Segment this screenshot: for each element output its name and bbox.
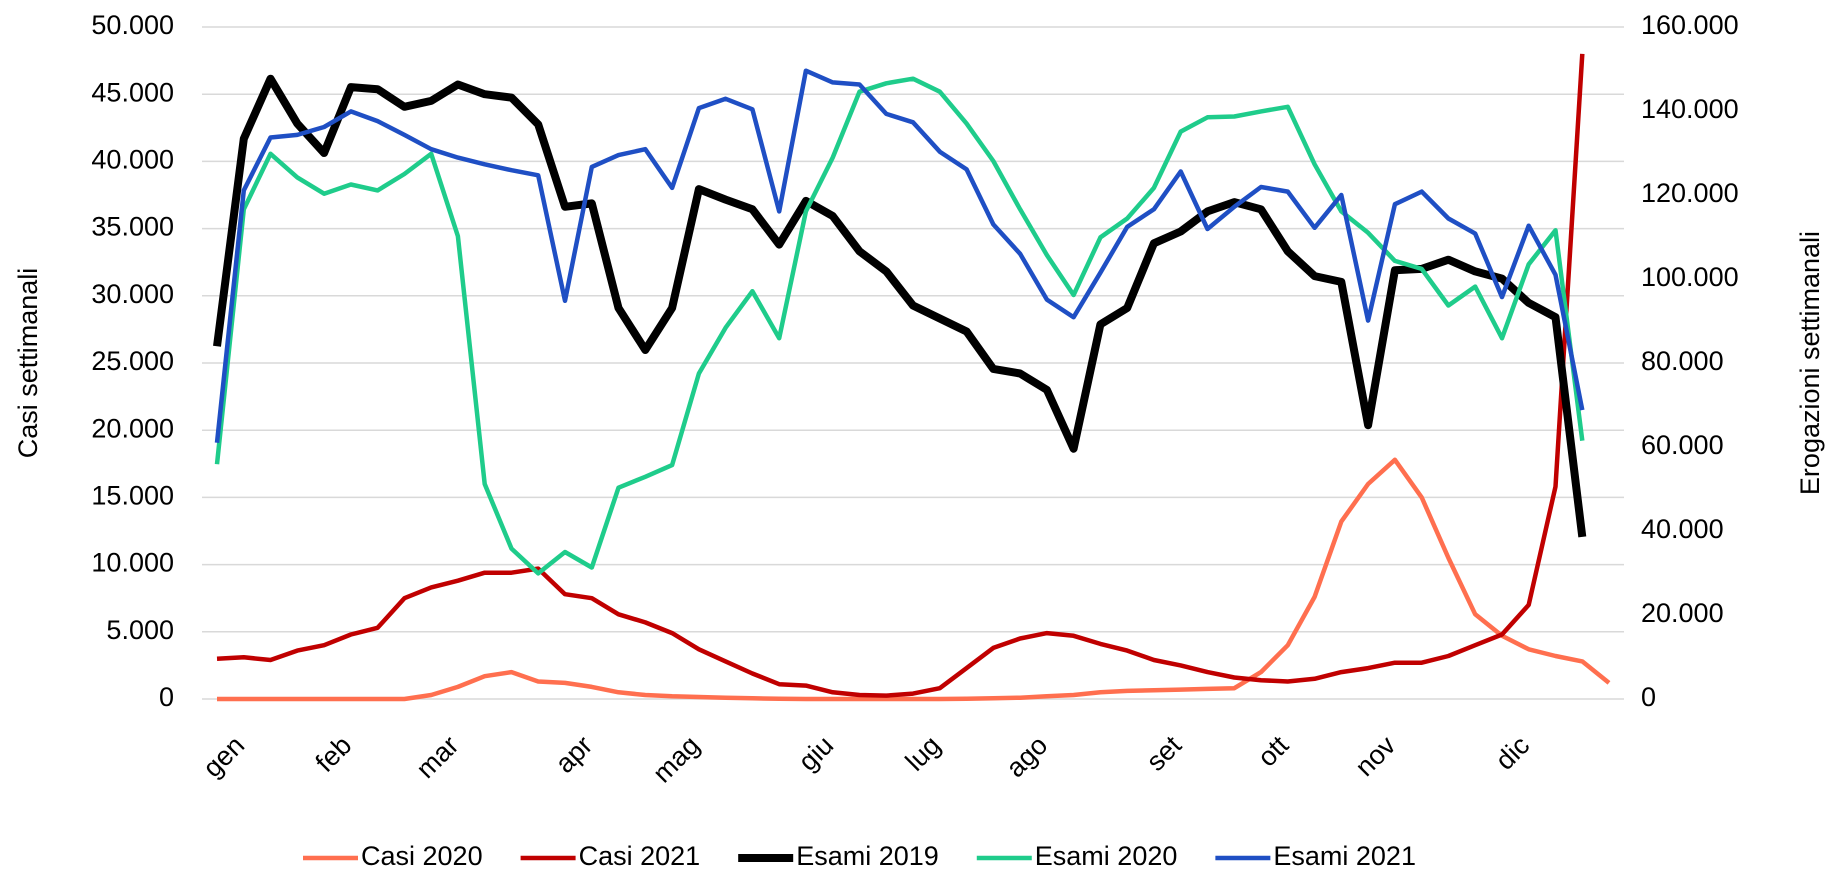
x-tick-label: feb — [310, 730, 358, 778]
x-tick-label: lug — [900, 730, 947, 777]
legend-label: Esami 2021 — [1273, 841, 1416, 871]
y-tick-label: 40.000 — [91, 145, 174, 175]
y-tick-label: 10.000 — [91, 548, 174, 578]
y-tick-label: 35.000 — [91, 212, 174, 242]
x-tick-label: set — [1141, 730, 1188, 777]
y-tick-label: 45.000 — [91, 77, 174, 107]
y-tick-label: 0 — [159, 682, 174, 712]
series-line — [213, 74, 1587, 538]
y-tick-label: 15.000 — [91, 481, 174, 511]
x-tick-label: gen — [197, 730, 250, 783]
series-line — [214, 76, 1585, 576]
y2-tick-label: 160.000 — [1641, 10, 1739, 40]
y2-tick-label: 100.000 — [1641, 262, 1739, 292]
y2-tick-label: 60.000 — [1641, 430, 1724, 460]
legend-label: Esami 2020 — [1035, 841, 1178, 871]
y2-tick-label: 80.000 — [1641, 346, 1724, 376]
y-tick-label: 30.000 — [91, 279, 174, 309]
y2-tick-label: 20.000 — [1641, 598, 1724, 628]
y-tick-label: 50.000 — [91, 10, 174, 40]
y-tick-label: 20.000 — [91, 413, 174, 443]
x-tick-label: mag — [647, 730, 705, 788]
legend-label: Casi 2020 — [361, 841, 483, 871]
y-tick-label: 5.000 — [106, 615, 174, 645]
series-line — [214, 68, 1585, 444]
y-tick-label: 25.000 — [91, 346, 174, 376]
y2-tick-label: 0 — [1641, 682, 1656, 712]
x-tick-label: giu — [793, 730, 840, 777]
legend-label: Casi 2021 — [579, 841, 701, 871]
y2-axis-label: Erogazioni settimanali — [1795, 231, 1825, 495]
y2-tick-label: 140.000 — [1641, 94, 1739, 124]
x-tick-label: mar — [410, 730, 464, 784]
legend-label: Esami 2019 — [796, 841, 939, 871]
y2-tick-label: 40.000 — [1641, 514, 1724, 544]
series-line — [217, 457, 1611, 702]
y-axis-label: Casi settimanali — [13, 268, 43, 459]
y2-tick-label: 120.000 — [1641, 178, 1739, 208]
x-tick-label: ago — [1000, 730, 1053, 783]
series-line — [216, 53, 1585, 698]
x-tick-label: ott — [1252, 730, 1295, 773]
x-tick-label: nov — [1349, 730, 1401, 782]
x-tick-label: apr — [549, 730, 598, 779]
x-tick-label: dic — [1490, 730, 1536, 776]
